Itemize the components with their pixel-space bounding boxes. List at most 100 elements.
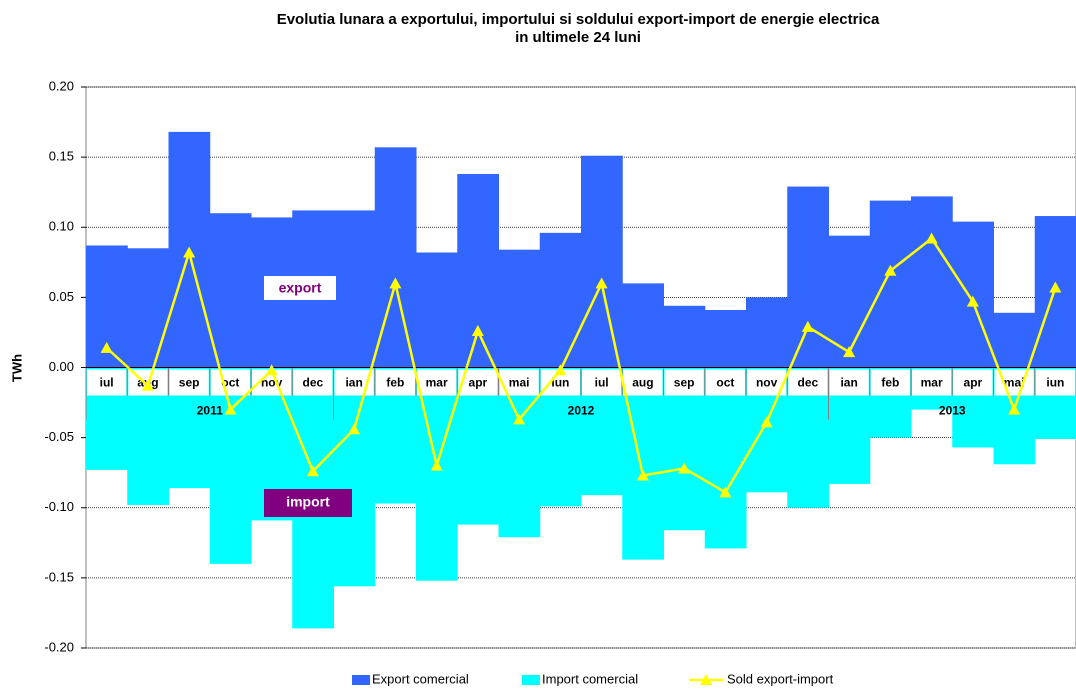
y-axis-label: TWh <box>9 354 24 382</box>
x-tick-label: mar <box>426 376 448 390</box>
category-cell <box>788 369 828 396</box>
x-tick-label: ian <box>345 376 362 390</box>
chart-title: Evolutia lunara a exportului, importului… <box>277 11 880 28</box>
bar <box>498 249 541 368</box>
marker <box>1008 403 1021 415</box>
bar <box>498 367 541 538</box>
marker <box>430 459 443 471</box>
x-tick-label: ian <box>840 376 857 390</box>
category-cell <box>664 369 704 396</box>
marker <box>389 277 402 289</box>
bar <box>952 221 994 368</box>
x-tick-label: aug <box>632 376 653 390</box>
marker <box>1049 281 1062 293</box>
x-tick-label: mai <box>509 376 530 390</box>
x-tick-label: iun <box>1046 376 1064 390</box>
marker <box>678 462 691 474</box>
bar <box>746 297 788 368</box>
marker <box>595 277 608 289</box>
x-tick-label: mai <box>1004 376 1025 390</box>
category-cell <box>417 369 457 396</box>
marker <box>843 346 856 358</box>
bar <box>333 367 376 587</box>
bar <box>539 232 582 368</box>
category-cell <box>829 369 869 396</box>
marker <box>224 403 237 415</box>
bar <box>209 213 252 368</box>
marker <box>306 465 319 477</box>
category-cell <box>1035 369 1075 396</box>
bar <box>622 367 664 560</box>
category-cell <box>623 369 663 396</box>
y-tick-label: -0.15 <box>44 569 74 584</box>
marker <box>884 264 897 276</box>
y-tick-label: -0.05 <box>44 429 74 444</box>
y-tick-label: -0.20 <box>44 639 74 654</box>
bar <box>209 367 252 564</box>
line <box>105 236 1057 495</box>
y-tick-label: 0.00 <box>49 359 74 374</box>
year-label: 2013 <box>939 404 966 418</box>
bar <box>622 283 664 368</box>
marker <box>471 325 484 337</box>
marker <box>265 364 278 376</box>
marker <box>348 423 361 435</box>
bar <box>457 173 499 368</box>
y-tick-label: 0.15 <box>49 149 74 164</box>
category-cell <box>870 369 910 396</box>
category-cell <box>375 369 415 396</box>
bar <box>787 186 829 368</box>
annotation-box <box>264 489 352 517</box>
legend-swatch <box>700 674 712 685</box>
marker <box>966 295 979 307</box>
bar <box>127 248 169 368</box>
x-tick-label: apr <box>469 376 488 390</box>
bar <box>828 235 871 368</box>
category-cell <box>87 369 127 396</box>
annotation-box <box>264 276 336 300</box>
x-tick-label: sep <box>674 376 695 390</box>
bar <box>869 200 912 368</box>
x-tick-label: feb <box>386 376 404 390</box>
y-tick-label: 0.20 <box>49 78 74 93</box>
x-tick-label: apr <box>964 376 983 390</box>
marker <box>719 486 732 498</box>
x-tick-label: iul <box>595 376 609 390</box>
category-cell <box>582 369 622 396</box>
y-tick-label: -0.10 <box>44 499 74 514</box>
bar <box>704 309 747 368</box>
annotation: export <box>279 280 322 296</box>
marker <box>760 416 773 428</box>
category-cell <box>953 369 993 396</box>
marker <box>925 232 938 244</box>
year-label: 2011 <box>197 404 223 418</box>
y-tick-label: 0.10 <box>49 219 74 234</box>
marker <box>636 469 649 481</box>
bar <box>663 305 706 368</box>
bar <box>993 312 1036 368</box>
category-cell <box>705 369 745 396</box>
x-tick-label: nov <box>756 376 778 390</box>
bar <box>416 252 458 368</box>
year-label: 2012 <box>568 404 595 418</box>
category-cell <box>169 369 209 396</box>
category-cell <box>293 369 333 396</box>
x-tick-label: iun <box>551 376 569 390</box>
category-cell <box>210 369 250 396</box>
legend-swatch <box>522 675 540 685</box>
chart-subtitle: in ultimele 24 luni <box>515 29 641 46</box>
marker <box>801 320 814 332</box>
x-tick-label: dec <box>303 376 324 390</box>
legend-label: Export comercial <box>372 671 469 686</box>
marker <box>141 379 154 391</box>
bar <box>704 367 747 549</box>
marker <box>554 364 567 376</box>
x-tick-label: oct <box>221 376 239 390</box>
bar <box>581 155 623 368</box>
x-tick-label: oct <box>716 376 734 390</box>
x-tick-label: sep <box>179 376 200 390</box>
legend-swatch <box>352 675 370 685</box>
category-cell <box>912 369 952 396</box>
legend-label: Sold export-import <box>727 671 834 686</box>
